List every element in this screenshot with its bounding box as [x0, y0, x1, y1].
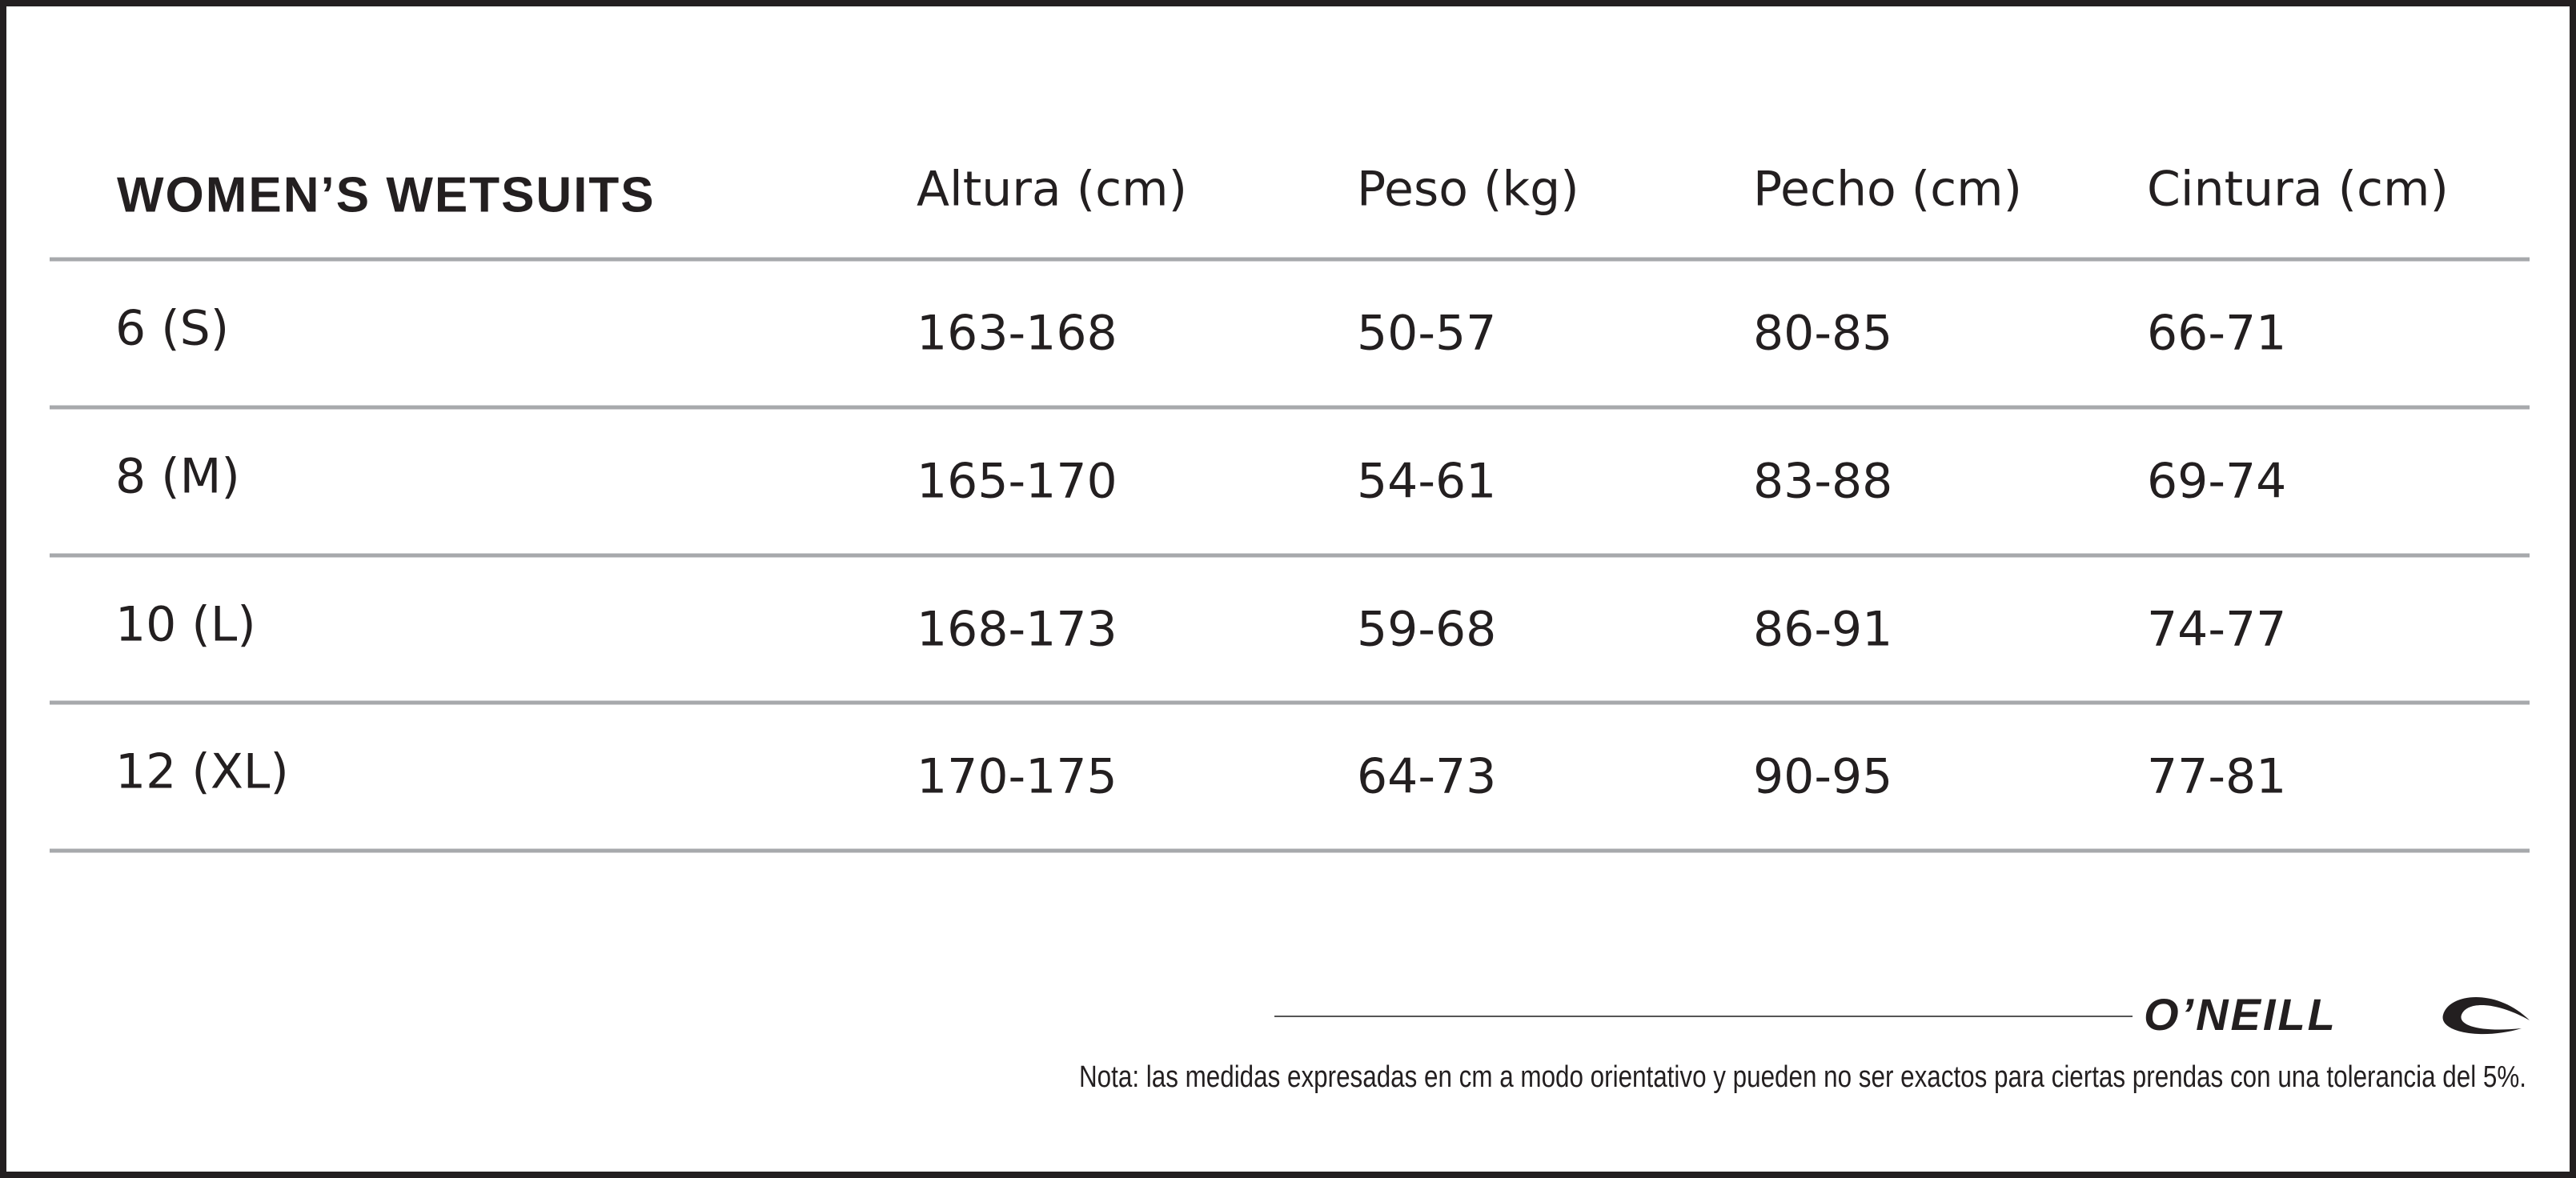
cell: 74-77 — [2147, 602, 2286, 658]
cell: 54-61 — [1357, 454, 1496, 510]
cell: 59-68 — [1357, 602, 1496, 658]
cell: 86-91 — [1753, 602, 1892, 658]
table-title: WOMEN’S WETSUITS — [117, 167, 656, 222]
size-label: 8 (M) — [115, 449, 240, 505]
cell: 170-175 — [917, 749, 1117, 805]
cell: 77-81 — [2147, 749, 2286, 805]
cell: 69-74 — [2147, 454, 2286, 510]
cell: 50-57 — [1357, 306, 1496, 362]
brand-logo: O’NEILL — [2144, 989, 2337, 1040]
note: Nota: las medidas expresadas en cm a mod… — [1079, 1060, 2526, 1094]
size-label: 10 (L) — [115, 597, 256, 653]
cell: 168-173 — [917, 602, 1117, 658]
column-header: Pecho (cm) — [1753, 162, 2022, 218]
size-label: 6 (S) — [115, 301, 229, 357]
size-label: 12 (XL) — [115, 744, 289, 800]
column-header: Peso (kg) — [1357, 162, 1579, 218]
cell: 163-168 — [917, 306, 1117, 362]
cell: 165-170 — [917, 454, 1117, 510]
cell: 66-71 — [2147, 306, 2286, 362]
column-header: Cintura (cm) — [2147, 162, 2449, 218]
cell: 64-73 — [1357, 749, 1496, 805]
cell: 83-88 — [1753, 454, 1892, 510]
brand-swoosh — [2442, 996, 2530, 1035]
cell: 80-85 — [1753, 306, 1892, 362]
column-header: Altura (cm) — [917, 162, 1187, 218]
cell: 90-95 — [1753, 749, 1892, 805]
